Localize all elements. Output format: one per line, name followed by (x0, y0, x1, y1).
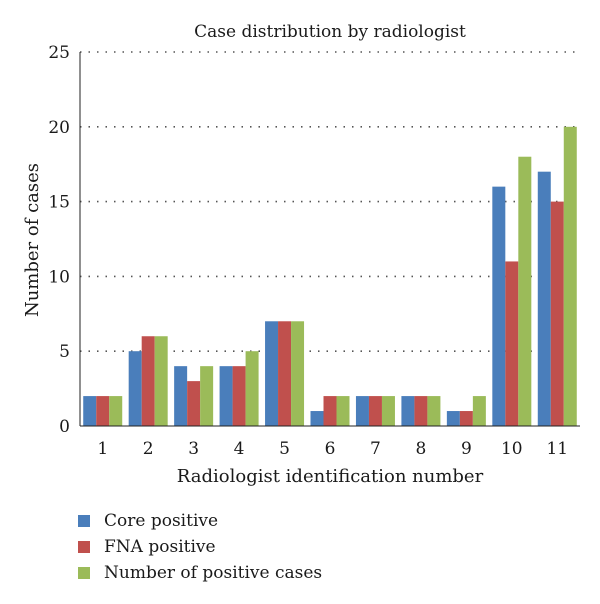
bar (109, 396, 123, 426)
y-axis-label: Number of cases (22, 163, 43, 317)
x-axis-label: Radiologist identification number (177, 466, 484, 487)
bar-chart: Case distribution by radiologist 0510152… (22, 22, 580, 487)
x-tick-label: 9 (461, 439, 472, 459)
bar (355, 396, 369, 426)
bar (336, 396, 350, 426)
y-tick-label: 10 (48, 267, 70, 287)
y-tick-label: 5 (59, 342, 70, 362)
legend-item: FNA positive (78, 534, 322, 560)
chart-title: Case distribution by radiologist (194, 22, 466, 42)
bars (83, 126, 577, 427)
bar (174, 366, 188, 426)
bar (368, 396, 382, 426)
x-tick-label: 5 (279, 439, 290, 459)
x-tick-label: 1 (97, 439, 108, 459)
bar (96, 396, 110, 426)
y-tick-label: 0 (59, 417, 70, 437)
bar (154, 336, 168, 426)
bar (414, 396, 428, 426)
bar (265, 321, 279, 426)
bar (310, 411, 324, 426)
legend-item: Number of positive cases (78, 560, 322, 586)
axes (79, 52, 580, 427)
y-tick-label: 20 (48, 118, 70, 138)
bar (563, 126, 577, 427)
y-tick-label: 15 (48, 193, 70, 213)
bar (472, 396, 486, 426)
x-tick-label: 8 (415, 439, 426, 459)
x-tick-label: 3 (188, 439, 199, 459)
bar (219, 366, 233, 426)
x-tick-label: 4 (234, 439, 245, 459)
bar (505, 261, 519, 426)
legend-label: Number of positive cases (104, 563, 323, 583)
bar (401, 396, 415, 426)
legend-swatch (78, 515, 90, 527)
legend-label: Core positive (104, 511, 219, 531)
y-tick-label: 25 (48, 43, 70, 63)
bar (128, 351, 142, 426)
bar (83, 396, 97, 426)
legend: Core positive FNA positive Number of posit… (78, 508, 322, 586)
bar (232, 366, 246, 426)
bar (245, 351, 259, 426)
legend-swatch (78, 567, 90, 579)
x-tick-label: 7 (370, 439, 381, 459)
bar (291, 321, 305, 426)
x-tick-label: 11 (546, 439, 568, 459)
bar (537, 171, 551, 426)
bar (278, 321, 292, 426)
x-tick-labels: 1 2 3 4 5 6 7 8 9 10 11 (97, 439, 568, 459)
bar (427, 396, 441, 426)
bar (141, 336, 155, 426)
y-tick-labels: 0 5 10 15 20 25 (48, 43, 70, 437)
bar (550, 201, 564, 426)
x-tick-label: 10 (501, 439, 523, 459)
bar (187, 381, 201, 426)
bar (323, 396, 337, 426)
bar (492, 186, 506, 426)
bar (200, 366, 214, 426)
legend-swatch (78, 541, 90, 553)
bar (381, 396, 395, 426)
bar (518, 156, 532, 426)
legend-label: FNA positive (104, 537, 216, 557)
bar (459, 411, 473, 426)
legend-item: Core positive (78, 508, 322, 534)
x-tick-label: 6 (325, 439, 336, 459)
x-tick-label: 2 (143, 439, 154, 459)
bar (446, 411, 460, 426)
